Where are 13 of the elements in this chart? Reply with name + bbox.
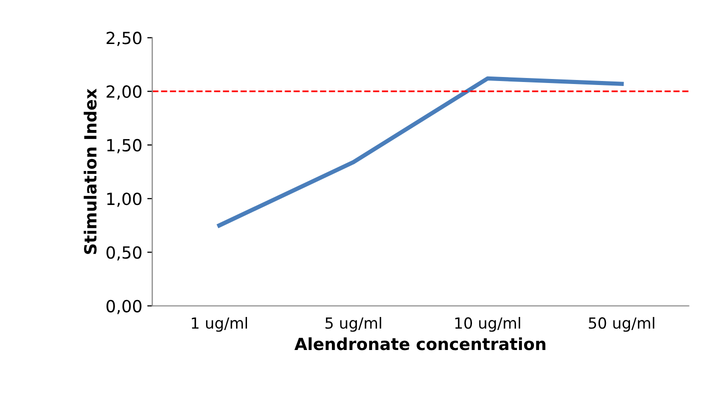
x-tick-label: 1 ug/ml xyxy=(192,316,247,332)
y-tick-label: 2,00 xyxy=(106,85,142,100)
line-series xyxy=(217,76,624,228)
y-tick-label: 0,00 xyxy=(106,300,142,314)
y-tick-label: 2,50 xyxy=(106,32,142,46)
y-tick-label: 1,50 xyxy=(107,138,142,154)
x-axis-title: Alendronate concentration xyxy=(294,337,546,350)
y-tick-label: 0,50 xyxy=(106,246,142,261)
x-tick-label: 50 ug/ml xyxy=(588,316,654,332)
x-tick-label: 5 ug/ml xyxy=(326,316,382,332)
y-axis-title: Stimulation Index xyxy=(84,88,97,254)
y-tick-label: 1,00 xyxy=(107,192,142,207)
x-tick-label: 10 ug/ml xyxy=(455,316,520,332)
